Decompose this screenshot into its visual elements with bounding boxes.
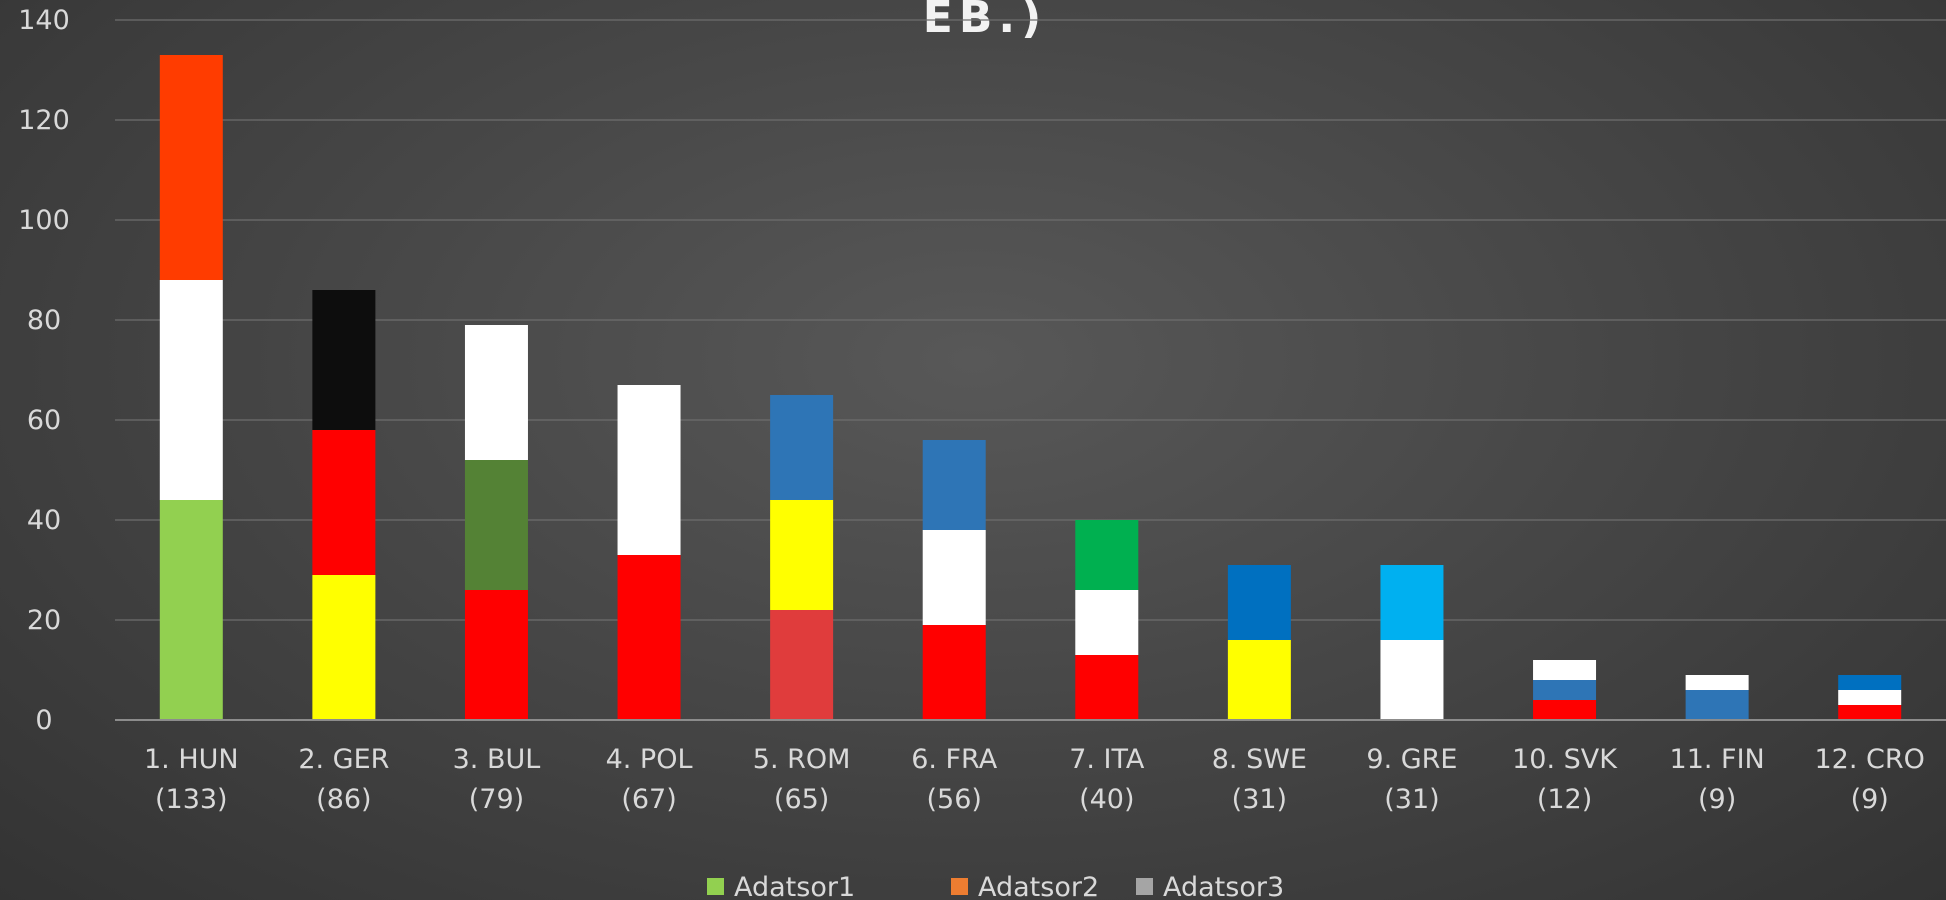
y-tick-label: 100 <box>18 205 70 236</box>
y-tick-label: 120 <box>18 105 70 136</box>
x-tick-label: 11. FIN <box>1670 744 1765 775</box>
bar-segment-Adatsor2 <box>1380 565 1444 640</box>
bar-segment-Adatsor2 <box>1227 565 1291 640</box>
bar-segment-Adatsor1 <box>1075 655 1139 720</box>
x-tick-label: 12. CRO <box>1815 744 1925 775</box>
x-tick-label: (12) <box>1537 784 1592 815</box>
x-tick-label: (31) <box>1384 784 1439 815</box>
legend-swatch <box>1136 878 1153 895</box>
x-tick-label: (79) <box>469 784 524 815</box>
bar-segment-Adatsor3 <box>1075 520 1139 590</box>
legend-swatch <box>951 878 968 895</box>
x-tick-label: (65) <box>774 784 829 815</box>
y-tick-label: 0 <box>35 705 52 736</box>
bar-segment-Adatsor2 <box>1075 590 1139 655</box>
bar-segment-Adatsor1 <box>312 575 376 720</box>
bar-segment-Adatsor1 <box>1533 700 1597 720</box>
bar-segment-Adatsor1 <box>1838 705 1902 720</box>
bar-segment-Adatsor1 <box>922 625 986 720</box>
bar-segment-Adatsor1 <box>1380 640 1444 720</box>
x-tick-label: 8. SWE <box>1212 744 1307 775</box>
bar-segment-Adatsor3 <box>159 55 223 280</box>
bar-segment-Adatsor3 <box>464 325 528 460</box>
x-tick-label: 7. ITA <box>1069 744 1145 775</box>
bar-segment-Adatsor1 <box>1685 690 1749 720</box>
x-tick-label: 4. POL <box>606 744 693 775</box>
legend: Adatsor1 Adatsor2 Adatsor3 <box>707 872 1284 900</box>
x-tick-label: (133) <box>155 784 228 815</box>
x-tick-label: (9) <box>1698 784 1736 815</box>
legend-swatch <box>707 878 724 895</box>
bar-segment-Adatsor1 <box>770 610 834 720</box>
x-tick-label: 9. GRE <box>1366 744 1457 775</box>
bar-segment-Adatsor2 <box>617 385 681 555</box>
bar-segment-Adatsor3 <box>922 440 986 530</box>
bar-segment-Adatsor3 <box>1838 675 1902 690</box>
bar-segment-Adatsor3 <box>312 290 376 430</box>
x-tick-label: (9) <box>1851 784 1889 815</box>
bar-segment-Adatsor2 <box>159 280 223 500</box>
bar-segment-Adatsor2 <box>770 500 834 610</box>
x-tick-label: (31) <box>1232 784 1287 815</box>
legend-label: Adatsor1 <box>734 872 855 900</box>
y-tick-label: 140 <box>18 5 70 36</box>
x-tick-label: 5. ROM <box>753 744 851 775</box>
x-tick-label: 2. GER <box>298 744 389 775</box>
bar-segment-Adatsor2 <box>312 430 376 575</box>
x-tick-label: (86) <box>316 784 371 815</box>
bar-segment-Adatsor2 <box>1533 680 1597 700</box>
y-tick-label: 80 <box>27 305 61 336</box>
y-axis: 0 20 40 60 80 100 120 140 <box>18 5 70 736</box>
gridlines <box>115 19 1946 621</box>
legend-label: Adatsor3 <box>1163 872 1284 900</box>
x-tick-label: 3. BUL <box>453 744 541 775</box>
bar-segment-Adatsor2 <box>1838 690 1902 705</box>
bar-segment-Adatsor1 <box>464 590 528 720</box>
bar-segment-Adatsor3 <box>770 395 834 500</box>
y-tick-label: 40 <box>27 505 61 536</box>
x-tick-label: (40) <box>1079 784 1134 815</box>
bar-segment-Adatsor2 <box>464 460 528 590</box>
bar-segment-Adatsor1 <box>617 555 681 720</box>
bar-segment-Adatsor2 <box>922 530 986 625</box>
bar-segment-Adatsor2 <box>1685 675 1749 690</box>
bar-segment-Adatsor3 <box>1533 660 1597 680</box>
chart-title: EB.) <box>923 0 1047 43</box>
x-tick-label: (56) <box>926 784 981 815</box>
x-tick-label: 1. HUN <box>144 744 239 775</box>
x-tick-label: 10. SVK <box>1512 744 1618 775</box>
x-tick-label: 6. FRA <box>911 744 998 775</box>
bars <box>159 55 1902 720</box>
legend-label: Adatsor2 <box>978 872 1099 900</box>
y-tick-label: 60 <box>27 405 61 436</box>
x-tick-label: (67) <box>621 784 676 815</box>
bar-segment-Adatsor1 <box>1227 640 1291 720</box>
bar-segment-Adatsor1 <box>159 500 223 720</box>
x-axis: 1. HUN (133) 2. GER (86) 3. BUL (79) 4. POL (67… <box>115 719 1946 815</box>
y-tick-label: 20 <box>27 605 61 636</box>
